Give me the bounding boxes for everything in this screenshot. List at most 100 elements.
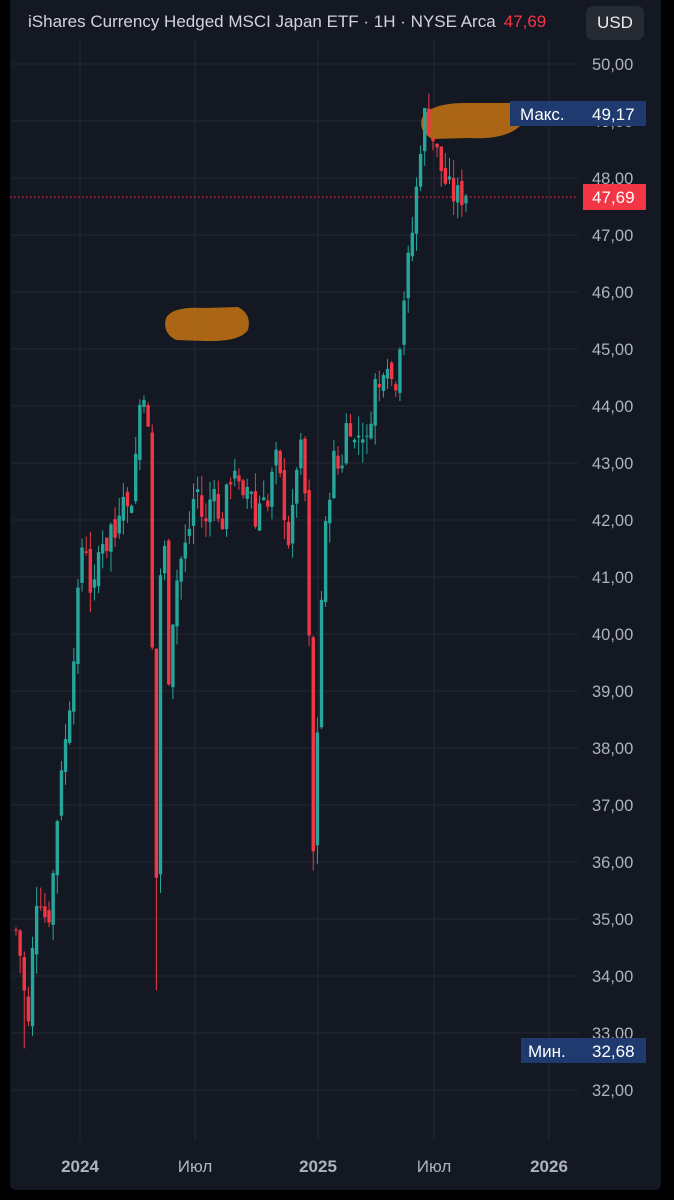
candle-body: [208, 499, 212, 523]
candle-body: [84, 551, 88, 553]
candle-body: [154, 648, 159, 878]
candle-body: [22, 957, 26, 991]
candle-body: [406, 252, 410, 299]
y-tick-label: 47,00: [592, 227, 633, 245]
y-tick-label: 44,00: [592, 398, 633, 416]
current-price-value: 47,69: [592, 188, 635, 207]
highlights: [165, 102, 524, 342]
candle-body: [158, 575, 163, 875]
candle-body: [332, 450, 336, 499]
candle-body: [43, 906, 47, 918]
y-tick-label: 34,00: [592, 968, 633, 986]
y-tick-label: 48,00: [592, 170, 633, 188]
y-tick-label: 36,00: [592, 854, 633, 872]
candle-body: [262, 497, 266, 501]
candle-body: [146, 405, 150, 427]
min-badge: Мин. 32,68: [521, 1038, 646, 1063]
candle-body: [125, 491, 130, 507]
y-tick-label: 50,00: [592, 56, 633, 74]
currency-button[interactable]: USD: [586, 6, 644, 40]
last-price: 47,69: [503, 12, 547, 31]
candle-body: [142, 399, 146, 407]
candle-body: [51, 873, 55, 925]
chart-panel[interactable]: [10, 0, 661, 1190]
candle-body: [96, 552, 101, 587]
candle-body: [183, 542, 187, 559]
candle-body: [423, 107, 427, 152]
candle-body: [88, 549, 93, 593]
candle-body: [55, 821, 59, 876]
candle-body: [47, 910, 51, 923]
candle-body: [121, 497, 126, 521]
candle-body: [274, 449, 278, 466]
candle-body: [447, 176, 452, 180]
candle-body: [200, 495, 204, 517]
candle-body: [117, 515, 121, 534]
x-tick-label: 2024: [61, 1157, 99, 1176]
current-price-badge: 47,69: [583, 184, 646, 210]
y-axis: 50,0049,0048,0047,0046,0045,0044,0043,00…: [592, 56, 633, 1100]
candle-body: [373, 379, 377, 426]
candle-body: [456, 185, 460, 203]
y-tick-label: 32,00: [592, 1082, 633, 1100]
candle-body: [30, 947, 35, 1027]
y-tick-label: 39,00: [592, 683, 633, 701]
candle-body: [39, 906, 43, 908]
candle-body: [109, 524, 113, 552]
x-tick-label: 2025: [299, 1157, 337, 1176]
candle-body: [286, 522, 291, 546]
min-value: 32,68: [592, 1042, 635, 1061]
candle-body: [414, 186, 419, 234]
candle-body: [14, 929, 18, 931]
candle-body: [431, 137, 435, 142]
candle-body: [204, 518, 208, 522]
candle-body: [171, 624, 175, 688]
candle-body: [129, 505, 134, 513]
x-tick-label: Июл: [178, 1157, 213, 1176]
candle-body: [427, 108, 431, 135]
max-badge: Макс. 49,17: [510, 101, 646, 126]
candle-body: [418, 154, 423, 187]
candle-body: [323, 521, 328, 603]
max-label: Макс.: [520, 105, 565, 124]
y-tick-label: 45,00: [592, 341, 633, 359]
candle-body: [100, 544, 105, 554]
candle-body: [435, 143, 439, 148]
highlight-mark-high: [421, 102, 524, 139]
candle-body: [134, 453, 138, 502]
candle-body: [282, 469, 287, 520]
highlight-mark-mid: [165, 307, 249, 342]
candle-body: [344, 423, 348, 464]
candle-body: [270, 471, 274, 507]
candle-body: [191, 498, 196, 526]
candle-body: [389, 362, 394, 380]
candle-body: [340, 465, 344, 469]
candle-body: [299, 439, 303, 469]
candle-body: [249, 491, 254, 494]
y-tick-label: 35,00: [592, 911, 633, 929]
candle-body: [348, 423, 353, 437]
candle-body: [167, 540, 171, 685]
y-tick-label: 40,00: [592, 626, 633, 644]
candle-body: [179, 558, 183, 582]
y-tick-label: 41,00: [592, 569, 633, 587]
candle-body: [328, 499, 332, 524]
candle-body: [303, 438, 307, 494]
candle-body: [352, 439, 357, 443]
candle-body: [369, 423, 373, 439]
grid: [12, 40, 578, 1140]
candle-body: [233, 470, 237, 479]
y-tick-label: 37,00: [592, 797, 633, 815]
candle-body: [307, 489, 311, 636]
candle-body: [295, 469, 299, 504]
chart-title: iShares Currency Hedged MSCI Japan ETF ·…: [28, 12, 546, 32]
candle-body: [76, 587, 80, 664]
candle-body: [187, 528, 192, 536]
candle-body: [63, 738, 68, 772]
y-tick-label: 42,00: [592, 512, 633, 530]
candles: [14, 93, 468, 1049]
candle-body: [67, 710, 72, 743]
candle-body: [245, 486, 249, 499]
candle-body: [278, 450, 282, 474]
